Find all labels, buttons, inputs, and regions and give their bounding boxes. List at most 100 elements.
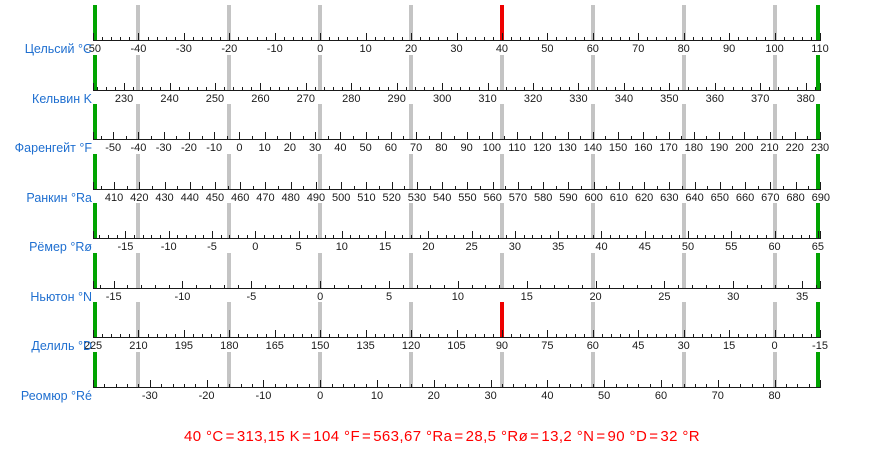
- tick-marks: [93, 32, 821, 41]
- guide-line: [499, 351, 504, 387]
- tick-label: -30: [155, 142, 172, 154]
- tick-label: 20: [283, 142, 297, 154]
- guide-line: [772, 104, 777, 139]
- tick-label: 0: [236, 142, 243, 154]
- tick-label: 180: [220, 340, 239, 352]
- guide-line: [318, 351, 323, 387]
- tick-marks: [93, 131, 821, 140]
- tick-label: 310: [478, 92, 497, 105]
- equals-sign: =: [530, 428, 540, 445]
- tick-label: 620: [634, 191, 654, 204]
- guide-line: [590, 153, 595, 189]
- guide-line: [590, 351, 595, 387]
- tick-marks: [93, 329, 821, 338]
- tick-label: -10: [174, 290, 191, 303]
- axis-line: [93, 188, 820, 190]
- guide-line: [681, 153, 686, 189]
- guide-line: [590, 203, 595, 238]
- guide-line: [499, 203, 504, 238]
- tick-label: 340: [614, 92, 634, 105]
- tick-label: 630: [660, 191, 679, 204]
- tick-label: 105: [447, 340, 466, 352]
- tick-label: 270: [296, 92, 316, 105]
- ruler-kelvin[interactable]: 230 240 250 260 270 280 290 300 310 320 330 340 350 3…: [93, 54, 821, 105]
- guide-line: [136, 302, 141, 337]
- guide-line: [499, 104, 504, 139]
- tick-label: 480: [281, 191, 300, 204]
- guide-line: [227, 5, 232, 40]
- ruler-romer[interactable]: -15 -10 -5 0 5 10 15 20 25 30 35 40 45 50 55 60 65: [93, 203, 824, 253]
- result-part: 32 °R: [660, 428, 701, 445]
- value-marker-delisle[interactable]: [499, 302, 504, 337]
- guide-line: [499, 54, 504, 90]
- ruler-delisle[interactable]: 225 210 195 180 165 150 135 120 105 90 75 60 45 30 15 0…: [84, 302, 828, 352]
- tick-label: 110: [811, 43, 829, 55]
- guide-line: [409, 203, 414, 238]
- result-part: 28,5 °Rø: [465, 428, 529, 445]
- tick-label: 200: [735, 142, 754, 154]
- tick-label: -20: [221, 43, 238, 55]
- ruler-reaumur[interactable]: -30 -20 -10 0 10 20 30 40 50 60 70 80: [93, 351, 821, 402]
- tick-marks: [93, 280, 821, 289]
- tick-label: 250: [205, 92, 225, 105]
- tick-label: 60: [654, 389, 668, 402]
- tick-label: 50: [681, 241, 695, 253]
- scale-end-marker: [816, 5, 820, 40]
- tick-label: 15: [520, 290, 533, 303]
- tick-label: 10: [451, 290, 464, 303]
- value-marker-celsius[interactable]: [499, 5, 504, 40]
- tick-label: -20: [198, 389, 215, 402]
- tick-label: 60: [768, 241, 781, 253]
- tick-label: -50: [105, 142, 122, 154]
- tick-label: 120: [533, 142, 552, 154]
- tick-label: 165: [265, 340, 284, 352]
- tick-marks: [93, 230, 821, 239]
- tick-label: 0: [317, 43, 324, 55]
- guide-line: [772, 302, 777, 337]
- guide-line: [227, 351, 232, 387]
- tick-label: -40: [130, 142, 147, 154]
- tick-label: 230: [114, 92, 134, 105]
- guide-line: [499, 153, 504, 189]
- tick-label: 210: [129, 340, 148, 352]
- scale-end-marker: [93, 104, 97, 139]
- tick-label: 210: [760, 142, 779, 154]
- tick-label: 460: [231, 191, 250, 204]
- tick-label: 490: [306, 191, 326, 204]
- ruler-newton[interactable]: -15 -10 -5 0 5 10 15 20 25 30 35: [93, 252, 821, 303]
- tick-label: 10: [258, 142, 271, 154]
- scale-label-fahrenheit: Фаренгейт °F: [14, 141, 92, 155]
- ruler-fahrenheit[interactable]: -50 -40 -30 -20 -10 0 10 20 30 40 50 60 70 80 90 100 110…: [93, 104, 829, 154]
- tick-label: 195: [174, 340, 194, 352]
- tick-label: 80: [677, 43, 690, 55]
- guide-line: [318, 203, 323, 238]
- equals-sign: =: [649, 428, 659, 445]
- conversion-result-text: 40 °C = 313,15 K = 104 °F = 563,67 °Ra = 28,5 °R…: [183, 428, 701, 445]
- tick-label: -30: [141, 389, 158, 402]
- tick-label: 60: [586, 340, 599, 352]
- tick-label: 540: [432, 191, 452, 204]
- guide-line: [409, 252, 414, 288]
- ruler-celsius[interactable]: -50 -40 -30 -20 -10 0 10 20 30 40 50 60 70 80 90 100 110: [85, 5, 829, 55]
- tick-label: 35: [552, 241, 565, 253]
- tick-label: 110: [508, 142, 526, 154]
- tick-label: 20: [422, 241, 435, 253]
- tick-label: 470: [256, 191, 275, 204]
- scale-end-marker: [93, 153, 97, 189]
- tick-label: 45: [632, 340, 645, 352]
- guide-line: [681, 54, 686, 90]
- tick-label: 10: [370, 389, 384, 402]
- tick-label: -10: [255, 389, 272, 402]
- guide-line: [772, 5, 777, 40]
- tick-label: 440: [180, 191, 199, 204]
- guide-line: [136, 104, 141, 139]
- guide-line: [318, 104, 323, 139]
- scale-end-marker: [93, 302, 97, 337]
- guide-line: [499, 252, 504, 288]
- ruler-rankine[interactable]: 410 420 430 440 450 460 470 480 490 500 510 520 530 5…: [93, 153, 830, 204]
- equals-sign: =: [362, 428, 372, 445]
- tick-label: 680: [786, 191, 805, 204]
- tick-label: 20: [589, 290, 602, 303]
- tick-label: 60: [384, 142, 397, 154]
- guide-line: [318, 252, 323, 288]
